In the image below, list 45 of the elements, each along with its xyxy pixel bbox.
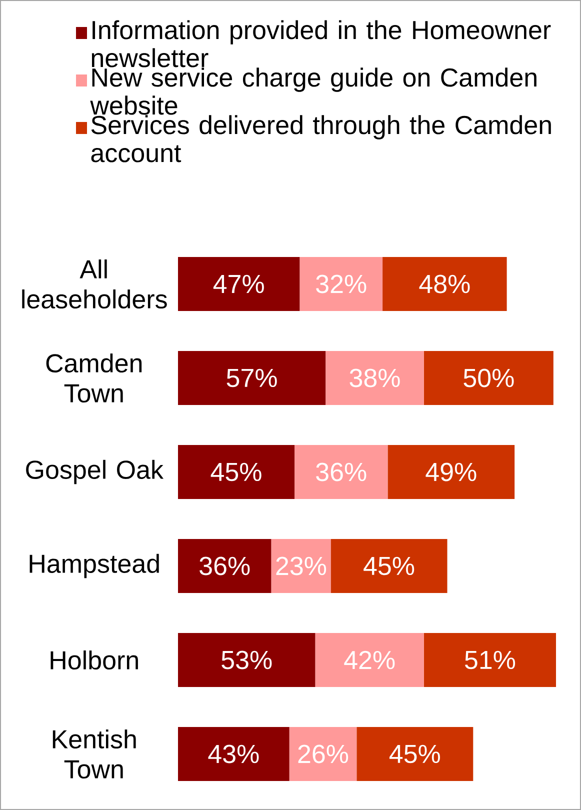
data-label: 45% xyxy=(364,556,414,576)
y-tick-label: Camden Town xyxy=(46,353,142,403)
data-label: 26% xyxy=(298,744,348,764)
bar xyxy=(315,632,424,688)
data-label: 36% xyxy=(316,462,366,482)
data-label: 53% xyxy=(222,650,272,670)
bar xyxy=(178,444,295,500)
data-label: 57% xyxy=(226,368,277,388)
data-label: 45% xyxy=(389,744,440,764)
bar xyxy=(356,726,474,782)
data-label: 38% xyxy=(350,368,400,388)
y-tick-label: Holborn xyxy=(50,650,138,670)
data-label: 50% xyxy=(464,368,514,388)
legend-label: Services delivered through the Camden account xyxy=(91,115,551,162)
data-label: 32% xyxy=(316,274,366,294)
y-tick-label: Gospel Oak xyxy=(26,460,164,484)
data-label: 45% xyxy=(210,462,262,482)
bar xyxy=(424,350,554,406)
data-label: 23% xyxy=(276,556,326,576)
bar xyxy=(330,538,448,594)
data-label: 51% xyxy=(465,650,516,670)
y-tick-label: Kentish Town xyxy=(52,729,136,779)
y-tick-label: All leaseholders xyxy=(22,259,167,309)
bar xyxy=(178,726,290,782)
bar xyxy=(178,538,272,594)
legend-label: New service charge guide on Camden website xyxy=(90,68,536,115)
bar xyxy=(388,444,515,500)
data-label: 43% xyxy=(208,744,259,764)
bar xyxy=(271,538,331,594)
bar xyxy=(382,256,507,312)
bar xyxy=(178,256,300,312)
data-label: 36% xyxy=(200,556,250,576)
data-label: 48% xyxy=(419,274,470,294)
data-label: 49% xyxy=(426,462,476,482)
y-tick-label: Hampstead xyxy=(30,554,159,578)
bar xyxy=(294,444,388,500)
bar xyxy=(424,632,556,688)
bar xyxy=(289,726,357,782)
bar xyxy=(178,350,326,406)
data-label: 47% xyxy=(213,274,264,294)
bar xyxy=(178,632,316,688)
data-label: 42% xyxy=(344,650,395,670)
legend-label: Information provided in the Homeowner newsletter xyxy=(92,20,551,68)
bar xyxy=(300,256,383,312)
bar xyxy=(326,350,424,406)
